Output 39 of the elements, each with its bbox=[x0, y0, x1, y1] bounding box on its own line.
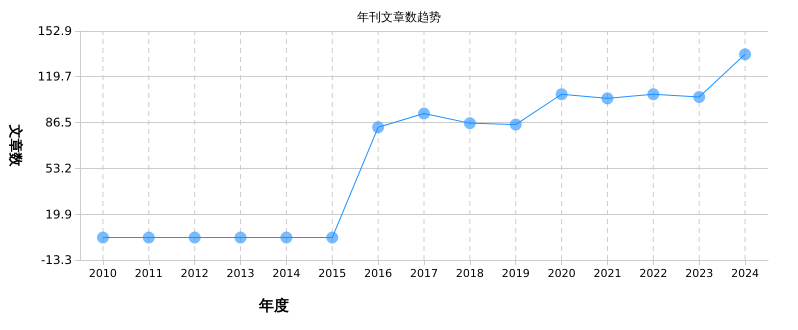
point bbox=[142, 232, 155, 244]
x-tick-label: 2011 bbox=[134, 267, 163, 280]
point bbox=[739, 48, 752, 60]
x-tick-label: 2010 bbox=[88, 267, 117, 280]
x-tick-label: 2012 bbox=[180, 267, 209, 280]
point bbox=[601, 92, 614, 104]
x-tick-label: 2020 bbox=[548, 267, 576, 280]
point bbox=[510, 118, 522, 131]
y-tick-label: 152.9 bbox=[38, 24, 72, 38]
x-tick-label: 2018 bbox=[456, 267, 484, 280]
point bbox=[280, 232, 292, 244]
point bbox=[464, 117, 476, 130]
point bbox=[418, 108, 430, 120]
x-tick-label: 2013 bbox=[226, 267, 255, 280]
point bbox=[372, 121, 384, 134]
x-tick-label: 2017 bbox=[410, 267, 438, 280]
point bbox=[96, 232, 109, 244]
x-axis-title: 年度 bbox=[258, 296, 289, 314]
point bbox=[234, 232, 247, 244]
x-tick-label: 2021 bbox=[593, 267, 622, 280]
point bbox=[693, 91, 706, 103]
x-tick-label: 2014 bbox=[272, 267, 300, 280]
x-tick-label: 2015 bbox=[318, 267, 346, 280]
x-tick-label: 2024 bbox=[731, 267, 760, 280]
point bbox=[556, 88, 568, 100]
chart-title: 年刊文章数趋势 bbox=[357, 10, 441, 24]
x-tick-label: 2022 bbox=[639, 267, 668, 280]
y-tick-label: 86.5 bbox=[45, 115, 72, 130]
point bbox=[326, 232, 338, 244]
y-tick-label: 53.2 bbox=[45, 161, 72, 176]
point bbox=[647, 88, 660, 100]
x-tick-label: 2019 bbox=[502, 267, 530, 280]
x-tick-label: 2016 bbox=[364, 267, 392, 280]
point bbox=[188, 232, 201, 244]
y-tick-label: -13.3 bbox=[40, 253, 72, 267]
y-axis-title: 文章数 bbox=[7, 124, 24, 168]
x-tick-label: 2023 bbox=[685, 267, 714, 280]
y-tick-label: 119.7 bbox=[38, 70, 72, 84]
y-tick-label: 19.9 bbox=[45, 207, 72, 222]
